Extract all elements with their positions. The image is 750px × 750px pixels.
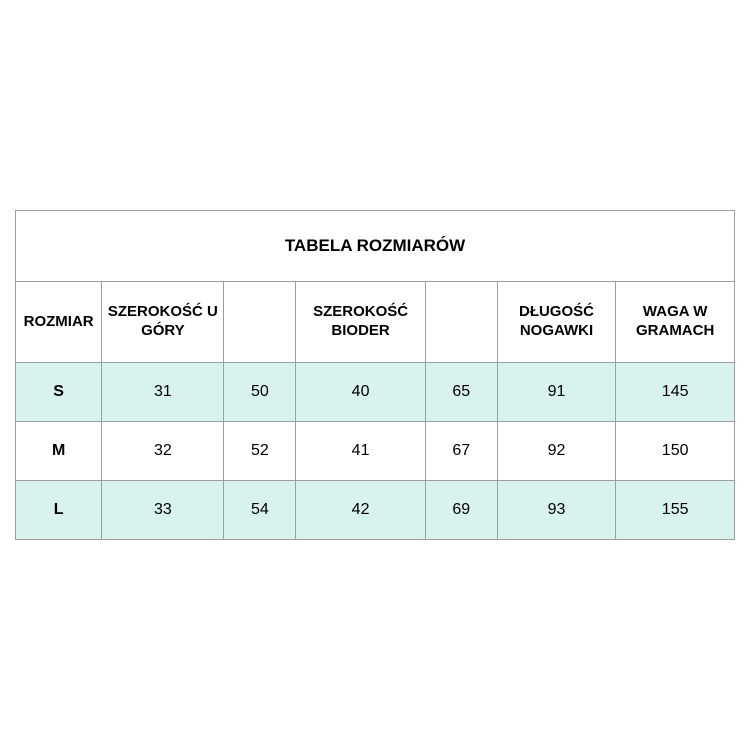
cell-value: 33 [102, 481, 224, 540]
header-row: ROZMIAR SZEROKOŚĆ U GÓRY SZEROKOŚĆ BIODE… [16, 282, 735, 363]
cell-size: M [16, 422, 102, 481]
col-header [224, 282, 296, 363]
cell-value: 150 [616, 422, 735, 481]
cell-value: 65 [425, 363, 497, 422]
size-table: TABELA ROZMIARÓW ROZMIAR SZEROKOŚĆ U GÓR… [15, 210, 735, 540]
cell-size: L [16, 481, 102, 540]
table-row: M 32 52 41 67 92 150 [16, 422, 735, 481]
cell-value: 54 [224, 481, 296, 540]
col-header: DŁUGOŚĆ NOGAWKI [497, 282, 616, 363]
size-table-container: TABELA ROZMIARÓW ROZMIAR SZEROKOŚĆ U GÓR… [15, 210, 735, 540]
table-row: S 31 50 40 65 91 145 [16, 363, 735, 422]
table-title: TABELA ROZMIARÓW [16, 211, 735, 282]
cell-value: 42 [296, 481, 425, 540]
title-row: TABELA ROZMIARÓW [16, 211, 735, 282]
col-header: SZEROKOŚĆ BIODER [296, 282, 425, 363]
cell-value: 50 [224, 363, 296, 422]
cell-value: 93 [497, 481, 616, 540]
cell-value: 67 [425, 422, 497, 481]
col-header [425, 282, 497, 363]
cell-value: 31 [102, 363, 224, 422]
col-header: SZEROKOŚĆ U GÓRY [102, 282, 224, 363]
cell-value: 52 [224, 422, 296, 481]
cell-value: 145 [616, 363, 735, 422]
table-row: L 33 54 42 69 93 155 [16, 481, 735, 540]
col-header: ROZMIAR [16, 282, 102, 363]
cell-value: 40 [296, 363, 425, 422]
cell-value: 69 [425, 481, 497, 540]
cell-size: S [16, 363, 102, 422]
col-header: WAGA W GRAMACH [616, 282, 735, 363]
cell-value: 155 [616, 481, 735, 540]
cell-value: 92 [497, 422, 616, 481]
cell-value: 32 [102, 422, 224, 481]
cell-value: 91 [497, 363, 616, 422]
cell-value: 41 [296, 422, 425, 481]
